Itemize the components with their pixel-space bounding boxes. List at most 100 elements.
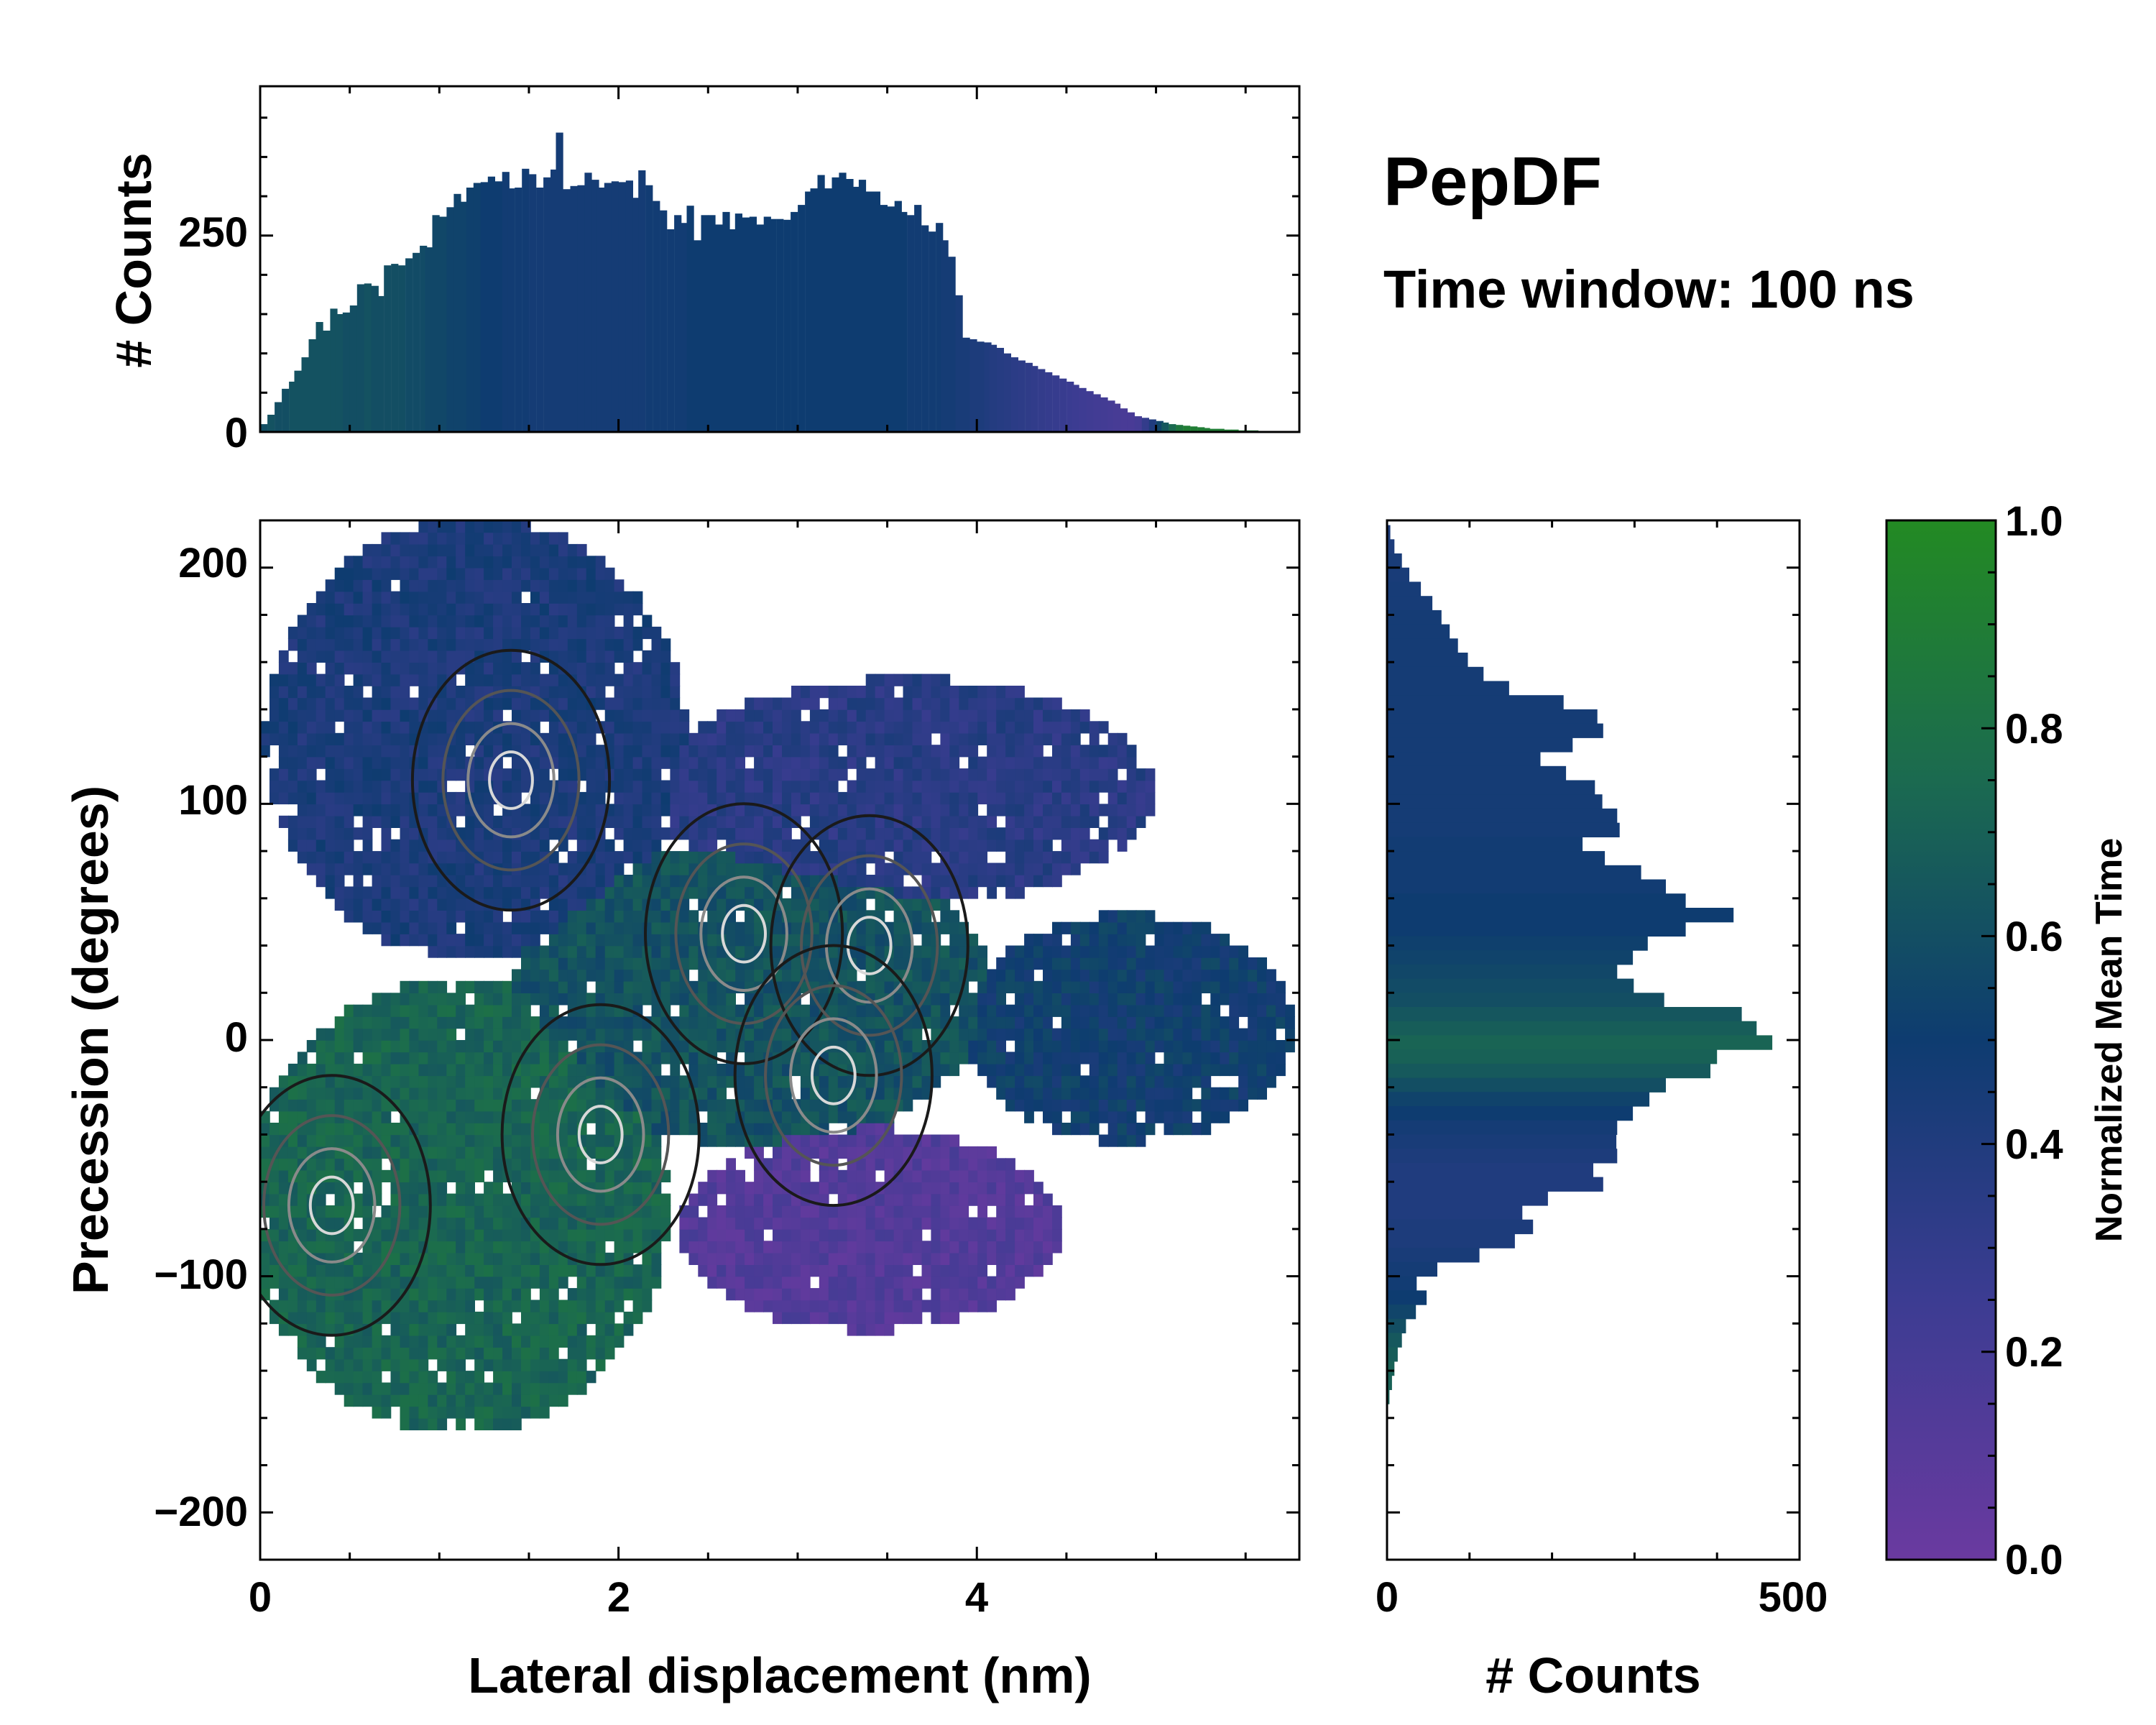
heatmap-cell [707, 1228, 718, 1242]
heatmap-cell [726, 768, 736, 781]
heatmap-cell [614, 921, 625, 934]
heatmap-cell [968, 732, 979, 745]
heatmap-cell [418, 1335, 429, 1348]
heatmap-cell [446, 921, 457, 934]
heatmap-cell [688, 756, 699, 769]
heatmap-cell [548, 721, 559, 734]
heatmap-cell [828, 957, 839, 970]
heatmap-cell [353, 1087, 364, 1100]
heatmap-cell [558, 697, 568, 710]
heatmap-cell [400, 1358, 410, 1371]
heatmap-cell [334, 1040, 345, 1053]
heatmap-cell [344, 567, 354, 580]
heatmap-cell [688, 1193, 699, 1206]
heatmap-cell [670, 780, 681, 793]
heatmap-cell [437, 1134, 448, 1147]
heatmap-cell [362, 603, 373, 616]
heatmap-cell [698, 721, 709, 734]
heatmap-cell [390, 1205, 401, 1218]
heatmap-cell [614, 957, 625, 970]
heatmap-cell [921, 815, 932, 828]
heatmap-cell [604, 1323, 615, 1336]
heatmap-cell [837, 1146, 848, 1159]
heatmap-cell [539, 1347, 550, 1360]
heatmap-cell [987, 1228, 997, 1242]
heatmap-cell [745, 1276, 755, 1289]
top-histogram-bar [1183, 426, 1191, 432]
heatmap-cell [362, 1288, 373, 1301]
heatmap-cell [1052, 851, 1062, 864]
heatmap-cell [996, 745, 1006, 758]
heatmap-cell [493, 993, 503, 1006]
heatmap-cell [334, 732, 345, 745]
top-histogram-frame [259, 85, 1301, 433]
heatmap-cell [576, 815, 587, 828]
heatmap-cell [688, 1241, 699, 1254]
heatmap-cell [372, 910, 382, 923]
heatmap-cell [465, 1300, 475, 1312]
heatmap-cell [586, 673, 596, 686]
heatmap-cell [418, 1300, 429, 1312]
heatmap-cell [595, 686, 606, 699]
heatmap-cell [837, 1205, 848, 1218]
heatmap-cell [856, 1075, 867, 1088]
heatmap-cell [353, 1228, 364, 1242]
heatmap-cell [875, 1241, 885, 1254]
heatmap-cell [679, 1075, 690, 1088]
heatmap-cell [465, 910, 475, 923]
heatmap-cell [521, 532, 531, 545]
heatmap-cell [623, 1099, 634, 1112]
heatmap-cell [1079, 1087, 1090, 1100]
heatmap-cell [1043, 827, 1053, 840]
heatmap-cell [474, 1371, 484, 1384]
heatmap-cell [381, 1123, 392, 1136]
heatmap-cell [903, 1217, 913, 1230]
heatmap-cell [847, 969, 857, 982]
heatmap-cell [809, 745, 820, 758]
heatmap-cell [539, 1040, 550, 1053]
heatmap-cell [595, 898, 606, 911]
heatmap-cell [465, 827, 475, 840]
heatmap-cell [381, 815, 392, 828]
heatmap-cell [707, 1264, 718, 1277]
heatmap-cell [968, 1182, 979, 1195]
heatmap-cell [409, 1052, 420, 1064]
heatmap-cell [521, 1099, 531, 1112]
heatmap-cell [456, 1288, 466, 1301]
heatmap-cell [707, 745, 718, 758]
top-histogram-bar [1045, 372, 1053, 432]
heatmap-cell [688, 1016, 699, 1029]
heatmap-cell [1024, 980, 1034, 993]
heatmap-cell [782, 732, 792, 745]
heatmap-cell [270, 721, 280, 734]
heatmap-cell [651, 768, 662, 781]
heatmap-cell [484, 745, 494, 758]
heatmap-cell [297, 1146, 308, 1159]
heatmap-cell [428, 1169, 438, 1182]
heatmap-cell [437, 1252, 448, 1265]
heatmap-cell [912, 709, 923, 722]
heatmap-cell [344, 1028, 354, 1041]
heatmap-cell [987, 768, 997, 781]
heatmap-cell [735, 791, 745, 805]
heatmap-cell [791, 886, 801, 899]
heatmap-cell [278, 1110, 289, 1123]
heatmap-cell [437, 1347, 448, 1360]
heatmap-cell [595, 1228, 606, 1242]
heatmap-cell [903, 1193, 913, 1206]
heatmap-cell [856, 815, 867, 828]
heatmap-cell [381, 827, 392, 840]
heatmap-cell [642, 697, 653, 710]
top-histogram-bar [1134, 416, 1142, 432]
top-histogram-bar [371, 285, 379, 432]
heatmap-cell [381, 1335, 392, 1348]
heatmap-cell [474, 1134, 484, 1147]
heatmap-cell [287, 1252, 298, 1265]
heatmap-cell [456, 1228, 466, 1242]
top-histogram-bar [686, 206, 694, 432]
heatmap-cell [297, 1228, 308, 1242]
top-histogram-bar [1176, 425, 1184, 432]
heatmap-cell [521, 1123, 531, 1136]
heatmap-cell [604, 815, 615, 828]
heatmap-cell [595, 1347, 606, 1360]
